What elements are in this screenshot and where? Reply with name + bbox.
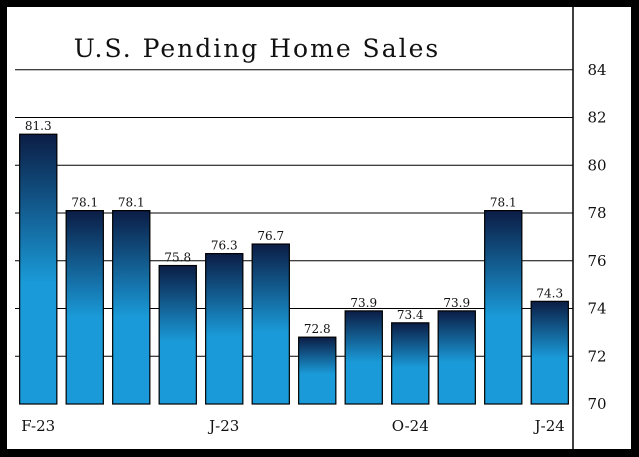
y-tick-label: 76	[587, 252, 606, 270]
data-labels: 81.3 78.1 78.1 75.8 76.3 76.7 72.8 73.9 73.4 73.9…	[25, 119, 563, 336]
bar	[251, 243, 290, 405]
bar	[344, 310, 383, 405]
bar	[391, 322, 430, 405]
x-tick-label: J-24	[533, 417, 565, 435]
y-tick-label: 72	[587, 347, 606, 365]
bars	[19, 133, 569, 405]
y-tick-label: 80	[587, 156, 606, 174]
y-tick-label: 70	[587, 395, 606, 413]
data-label: 78.1	[118, 196, 145, 210]
data-label: 74.3	[536, 286, 563, 300]
bar	[484, 210, 523, 405]
gridlines	[15, 69, 573, 357]
bar	[298, 336, 337, 405]
bar	[437, 310, 476, 405]
data-label: 76.7	[257, 229, 284, 243]
data-label: 72.8	[304, 322, 331, 336]
x-tick-label: J-23	[207, 417, 239, 435]
bar	[205, 252, 244, 405]
y-tick-label: 78	[587, 204, 606, 222]
y-axis: 70 72 74 76 78 80 82 84	[572, 7, 607, 449]
chart-frame: U.S. Pending Home Sales 81.3 78.1 78.1 75.8…	[7, 7, 631, 449]
data-label: 81.3	[25, 119, 52, 133]
bar	[19, 133, 58, 405]
data-label: 73.9	[350, 296, 377, 310]
chart-title: U.S. Pending Home Sales	[74, 34, 440, 63]
data-label: 78.1	[71, 196, 98, 210]
data-label: 78.1	[490, 196, 517, 210]
data-label: 76.3	[211, 239, 238, 253]
x-tick-label: F-23	[21, 417, 55, 435]
y-tick-label: 74	[587, 300, 606, 318]
bar	[530, 300, 569, 405]
bar	[158, 264, 197, 405]
bar	[112, 210, 151, 405]
y-tick-label: 82	[587, 109, 606, 127]
data-label: 75.8	[164, 251, 191, 265]
x-axis: F-23 J-23 O-24 J-24	[21, 417, 565, 435]
bar-chart: U.S. Pending Home Sales 81.3 78.1 78.1 75.8…	[15, 7, 607, 449]
data-label: 73.9	[443, 296, 470, 310]
y-tick-label: 84	[587, 61, 606, 79]
bar	[65, 210, 104, 405]
x-tick-label: O-24	[392, 417, 429, 435]
data-label: 73.4	[397, 308, 424, 322]
